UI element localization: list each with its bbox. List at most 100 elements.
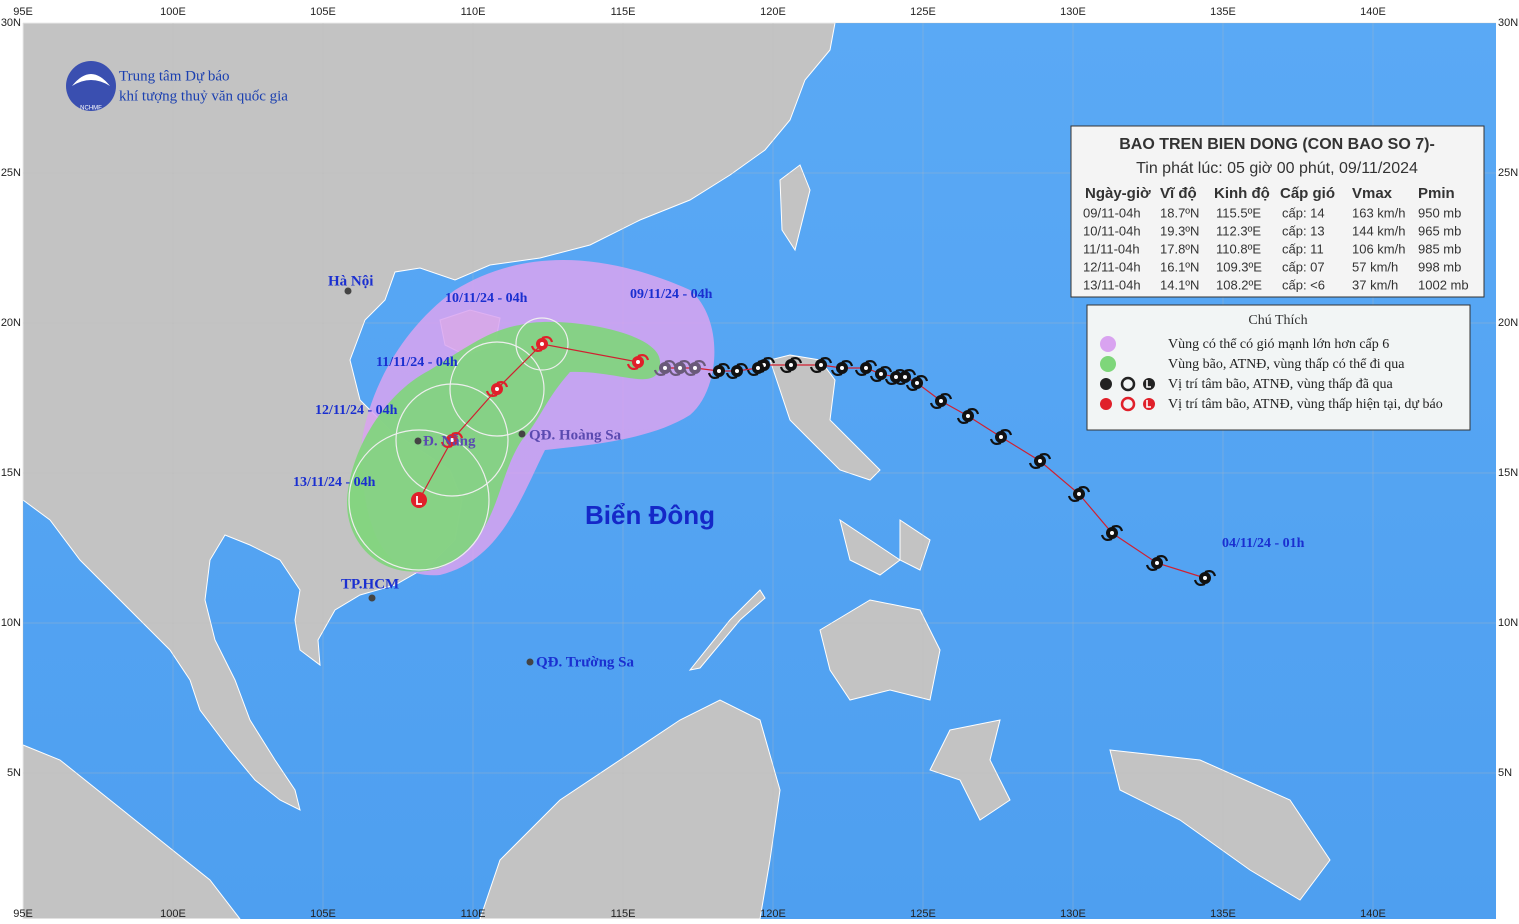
lon-label: 140E	[1360, 6, 1386, 18]
storm-eye	[450, 438, 454, 442]
table-cell: 109.3ºE	[1216, 259, 1262, 274]
table-cell: 16.1ºN	[1160, 259, 1199, 274]
lat-label: 15N	[1, 467, 21, 479]
low-symbol	[416, 496, 422, 505]
place-dot	[344, 287, 352, 295]
lon-label: 125E	[910, 908, 936, 919]
table-cell: 1002 mb	[1418, 277, 1469, 292]
lon-label: 135E	[1210, 908, 1236, 919]
legend-title: Chú Thích	[1248, 313, 1307, 328]
storm-eye	[915, 381, 919, 385]
logo: NCHMF	[66, 61, 116, 112]
info-table: BAO TREN BIEN DONG (CON BAO SO 7)- Tin p…	[1070, 125, 1485, 298]
legend-item: Vùng bão, ATNĐ, vùng thấp có thể đi qua	[1168, 357, 1405, 372]
table-header: Vmax	[1352, 185, 1393, 202]
storm-arm	[884, 369, 908, 385]
uncertainty-circle	[348, 429, 490, 571]
storm-eye	[717, 369, 721, 373]
table-header: Kinh độ	[1214, 185, 1270, 202]
legend-swatch	[1100, 336, 1116, 352]
legend-item: Vùng có thể có gió mạnh lớn hơn cấp 6	[1168, 337, 1389, 352]
storm-eye	[693, 366, 697, 370]
table-cell: 985 mb	[1418, 241, 1461, 256]
table-cell: 950 mb	[1418, 205, 1461, 220]
sea-label: Biển Đông	[585, 500, 715, 530]
table-cell: 57 km/h	[1352, 259, 1398, 274]
storm-eye	[966, 414, 970, 418]
track-label: 04/11/24 - 01h	[1222, 536, 1305, 551]
lon-label: 95E	[13, 908, 33, 919]
lon-label: 115E	[611, 908, 636, 919]
past-position	[830, 360, 854, 376]
lon-label: 130E	[1060, 6, 1086, 18]
past-position	[707, 363, 731, 379]
place-label: QĐ. Trường Sa	[536, 654, 635, 670]
low-center	[411, 492, 427, 508]
storm-arm	[485, 381, 509, 397]
storm-arm	[854, 360, 878, 376]
forecast-position	[411, 492, 427, 508]
table-cell: 12/11-04h	[1083, 259, 1141, 274]
table-cell: 09/11-04h	[1083, 205, 1141, 220]
storm-arm	[929, 393, 953, 409]
past-position	[1145, 555, 1169, 571]
table-cell: 965 mb	[1418, 223, 1461, 238]
storm-arm	[725, 363, 749, 379]
storm-arm	[809, 357, 833, 373]
table-cell: 13/11-04h	[1083, 277, 1141, 292]
storm-arm	[440, 432, 464, 448]
table-cell: 115.5ºE	[1216, 205, 1261, 220]
uncertainty-circle	[515, 317, 569, 371]
table-header: Pmin	[1418, 185, 1455, 202]
place-dot	[518, 430, 526, 438]
table-cell: cấp: 13	[1282, 223, 1325, 238]
storm-arm	[653, 360, 677, 376]
storm-arm	[1100, 525, 1124, 541]
place-dot	[368, 594, 376, 602]
place-label: Đ. Nẵng	[423, 433, 476, 449]
track-label: 10/11/24 - 04h	[445, 291, 528, 306]
place-label: Hà Nội	[328, 273, 373, 289]
table-cell: 112.3ºE	[1216, 223, 1261, 238]
uncertainty-circle	[395, 383, 509, 497]
lat-label: 10N	[1498, 617, 1518, 629]
past-position	[1100, 525, 1124, 541]
table-cell: 19.3ºN	[1160, 223, 1199, 238]
lat-label: 20N	[1498, 317, 1518, 329]
table-cell: 144 km/h	[1352, 223, 1405, 238]
table-cell: cấp: 14	[1282, 205, 1325, 220]
past-position	[1193, 570, 1217, 586]
storm-eye	[1077, 492, 1081, 496]
lat-label: 30N	[1, 17, 21, 29]
lat-label: 25N	[1, 167, 21, 179]
storm-eye	[1203, 576, 1207, 580]
lon-label: 115E	[611, 6, 636, 18]
storm-eye	[903, 375, 907, 379]
past-position	[653, 360, 677, 376]
table-cell: cấp: 07	[1282, 259, 1325, 274]
lat-label: 25N	[1498, 167, 1518, 179]
storm-arm	[1193, 570, 1217, 586]
lon-label: 110E	[461, 6, 486, 18]
track-label: 13/11/24 - 04h	[293, 475, 376, 490]
storm-arm	[668, 360, 692, 376]
table-cell: 11/11-04h	[1083, 241, 1140, 256]
land	[22, 22, 1331, 920]
labels: 09/11/24 - 04h 10/11/24 - 04h 11/11/24 - 0…	[293, 273, 1305, 670]
table-box	[1070, 125, 1485, 298]
storm-arm	[626, 354, 650, 370]
logo-wave	[72, 74, 110, 86]
storm-eye	[678, 366, 682, 370]
past-position	[854, 360, 878, 376]
lon-label: 100E	[160, 908, 186, 919]
lon-label: 105E	[310, 908, 336, 919]
table-cell: 14.1ºN	[1160, 277, 1199, 292]
storm-cone	[346, 321, 660, 572]
table-cell: 17.8ºN	[1160, 241, 1199, 256]
storm-arm	[707, 363, 731, 379]
lon-label: 135E	[1210, 6, 1236, 18]
storm-arm	[956, 408, 980, 424]
storm-eye	[864, 366, 868, 370]
storm-arm	[989, 429, 1013, 445]
